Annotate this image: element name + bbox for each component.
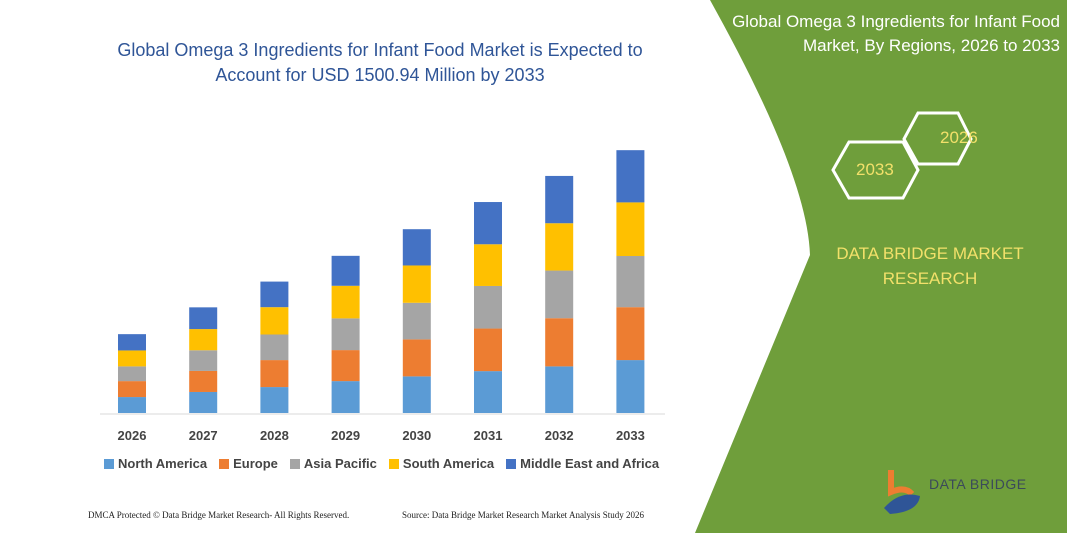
x-tick-label: 2029 — [331, 428, 360, 443]
bar-segment-middle-east-and-africa-2031 — [474, 202, 502, 245]
bar-segment-north-america-2031 — [474, 371, 502, 413]
bar-segment-europe-2031 — [474, 328, 502, 372]
bar-segment-europe-2028 — [260, 360, 289, 388]
bar-segment-asia-pacific-2029 — [331, 318, 360, 351]
legend: North America Europe Asia Pacific South … — [104, 456, 659, 471]
bar-segment-north-america-2028 — [260, 387, 289, 413]
hex-label-2026: 2026 — [940, 128, 978, 147]
bar-segment-south-america-2029 — [331, 285, 360, 319]
hex-label-2033: 2033 — [856, 160, 894, 179]
bar-segment-north-america-2033 — [616, 360, 645, 413]
bar-segment-south-america-2031 — [474, 244, 502, 286]
x-tick-label: 2028 — [260, 428, 289, 443]
legend-item: Middle East and Africa — [506, 456, 659, 471]
brand-text: DATA BRIDGE MARKET RESEARCH — [836, 244, 1024, 288]
bar-segment-middle-east-and-africa-2032 — [545, 175, 574, 224]
legend-item: Europe — [219, 456, 278, 471]
bar-segment-north-america-2032 — [545, 366, 574, 413]
bar-segment-north-america-2029 — [331, 381, 360, 413]
bar-segment-europe-2029 — [331, 350, 360, 382]
legend-item: Asia Pacific — [289, 456, 377, 471]
x-tick-label: 2027 — [189, 428, 218, 443]
bar-segment-europe-2030 — [402, 339, 431, 377]
bars: 2026 2027 2028 2029 2030 2031 2032 2033 — [118, 150, 645, 443]
bar-segment-asia-pacific-2030 — [402, 302, 431, 340]
x-tick-label: 2031 — [474, 428, 503, 443]
bar-segment-north-america-2030 — [402, 376, 431, 413]
logo-text: DATA BRIDGE — [929, 476, 1027, 492]
bar-segment-asia-pacific-2028 — [260, 334, 289, 361]
bar-segment-europe-2033 — [616, 307, 645, 361]
bar-segment-europe-2027 — [189, 370, 218, 392]
bar-segment-south-america-2032 — [545, 223, 574, 271]
bar-segment-asia-pacific-2031 — [474, 285, 502, 329]
hex-2026-outline — [902, 111, 973, 166]
legend-label: Europe — [233, 456, 278, 471]
bar-segment-south-america-2026 — [118, 350, 146, 367]
legend-label: Middle East and Africa — [520, 456, 660, 471]
bar-segment-south-america-2028 — [260, 307, 289, 335]
side-title: Global Omega 3 Ingredients for Infant Fo… — [732, 12, 1060, 55]
bar-segment-north-america-2026 — [118, 397, 146, 413]
chart-title: Global Omega 3 Ingredients for Infant Fo… — [117, 40, 643, 85]
bar-segment-middle-east-and-africa-2026 — [118, 334, 146, 351]
legend-item: South America — [388, 456, 495, 471]
x-tick-label: 2026 — [118, 428, 147, 443]
green-panel — [695, 0, 1067, 533]
bar-segment-asia-pacific-2033 — [616, 256, 645, 308]
bar-segment-middle-east-and-africa-2028 — [260, 281, 289, 308]
legend-label: Asia Pacific — [303, 456, 377, 471]
x-tick-label: 2033 — [616, 428, 645, 443]
footer-source: Source: Data Bridge Market Research Mark… — [402, 510, 644, 520]
legend-label: North America — [118, 456, 208, 471]
bar-segment-south-america-2027 — [189, 329, 218, 351]
bar-segment-asia-pacific-2027 — [189, 350, 218, 371]
hex-2033-outline — [831, 140, 920, 200]
x-tick-label: 2030 — [402, 428, 431, 443]
bar-segment-middle-east-and-africa-2033 — [616, 150, 645, 203]
bar-segment-europe-2026 — [118, 381, 146, 398]
bar-segment-south-america-2030 — [402, 265, 431, 303]
legend-label: South America — [402, 456, 495, 471]
bar-segment-asia-pacific-2026 — [118, 366, 146, 382]
footer-copyright: DMCA Protected © Data Bridge Market Rese… — [88, 510, 350, 520]
bar-segment-europe-2032 — [545, 318, 574, 367]
x-tick-label: 2032 — [545, 428, 574, 443]
logo-mark — [884, 470, 920, 514]
bar-segment-south-america-2033 — [616, 202, 645, 257]
bar-segment-middle-east-and-africa-2030 — [402, 229, 431, 266]
bar-segment-middle-east-and-africa-2029 — [331, 255, 360, 286]
bar-segment-middle-east-and-africa-2027 — [189, 307, 218, 330]
legend-item: North America — [104, 456, 207, 471]
bar-segment-asia-pacific-2032 — [545, 270, 574, 319]
bar-segment-north-america-2027 — [189, 391, 218, 413]
